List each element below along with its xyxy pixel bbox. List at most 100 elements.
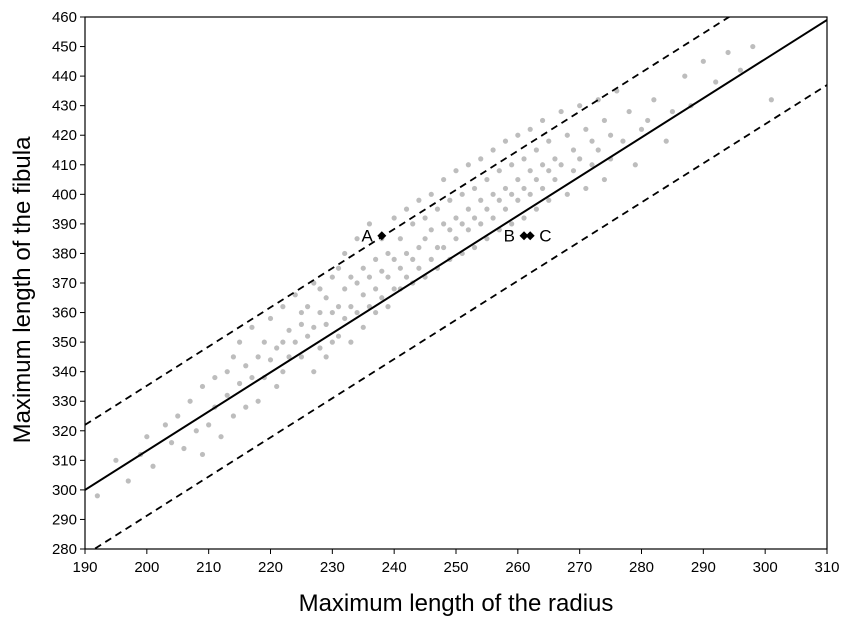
highlight-label-b: B <box>504 227 515 246</box>
data-point <box>434 206 441 212</box>
data-point <box>750 43 756 50</box>
data-point <box>354 236 360 242</box>
data-point <box>645 117 651 124</box>
data-point <box>558 162 564 168</box>
data-point <box>521 156 527 162</box>
data-point <box>286 354 292 360</box>
data-point <box>329 274 335 280</box>
data-point <box>601 117 608 124</box>
data-point <box>632 162 638 168</box>
data-point <box>663 138 669 144</box>
data-point <box>465 206 471 212</box>
scatter-points <box>94 43 774 499</box>
highlight-point-a <box>377 231 387 241</box>
data-point <box>471 215 478 221</box>
data-point <box>218 434 224 440</box>
data-point <box>230 413 236 419</box>
data-point <box>323 295 329 301</box>
data-point <box>546 168 552 174</box>
regression-lines <box>85 17 827 549</box>
data-point <box>373 309 379 316</box>
data-point <box>533 206 539 212</box>
data-point <box>267 357 274 363</box>
data-point <box>342 315 348 322</box>
data-point <box>725 49 731 56</box>
data-point <box>212 374 218 381</box>
data-point <box>175 413 181 419</box>
data-point <box>471 244 478 251</box>
data-point <box>620 138 626 144</box>
x-tick-label: 190 <box>72 559 97 576</box>
y-axis-ticks: 280 290 300 310 320 330 340 350 360 370 380 390 400 4… <box>52 9 85 558</box>
data-point <box>360 292 366 298</box>
data-point <box>230 354 236 360</box>
data-point <box>577 156 583 162</box>
data-point <box>416 244 422 251</box>
data-point <box>490 191 496 197</box>
data-point <box>416 265 422 271</box>
data-point <box>354 280 360 286</box>
data-point <box>441 221 447 227</box>
data-point <box>373 256 379 262</box>
data-point <box>521 215 527 221</box>
data-point <box>428 256 434 262</box>
data-point <box>484 236 490 242</box>
highlight-point-c <box>525 231 535 241</box>
x-tick-label: 260 <box>505 559 530 576</box>
data-point <box>478 197 484 203</box>
data-point <box>224 369 230 375</box>
data-point <box>422 236 428 242</box>
data-point <box>490 215 496 221</box>
regression-line <box>85 19 827 491</box>
data-point <box>496 197 502 203</box>
data-point <box>168 440 175 446</box>
x-tick-label: 310 <box>814 559 839 576</box>
data-point <box>669 108 676 115</box>
data-point <box>564 132 570 138</box>
data-point <box>465 162 471 168</box>
data-point <box>453 215 459 221</box>
data-point <box>360 324 366 330</box>
data-point <box>558 108 564 115</box>
data-point <box>509 221 515 227</box>
data-point <box>403 274 410 280</box>
prediction-band-line <box>92 84 827 549</box>
highlight-label-a: A <box>361 227 373 246</box>
data-point <box>651 97 657 103</box>
x-tick-label: 210 <box>196 559 221 576</box>
y-tick-label: 300 <box>52 482 77 499</box>
data-point <box>700 58 706 64</box>
y-tick-label: 370 <box>52 275 77 292</box>
y-tick-label: 290 <box>52 511 77 528</box>
data-point <box>323 354 329 360</box>
data-point <box>478 156 484 162</box>
data-point <box>329 309 335 316</box>
data-point <box>162 422 168 428</box>
data-point <box>626 108 632 115</box>
data-point <box>515 176 521 183</box>
data-point <box>342 286 348 292</box>
data-point <box>249 374 255 381</box>
x-tick-label: 270 <box>567 559 592 576</box>
data-point <box>768 97 774 103</box>
x-tick-label: 220 <box>258 559 283 576</box>
y-axis-title: Maximum length of the fibula <box>9 136 36 443</box>
y-tick-label: 420 <box>52 127 77 144</box>
y-tick-label: 390 <box>52 216 77 233</box>
data-point <box>113 457 119 463</box>
data-point <box>298 309 305 316</box>
data-point <box>286 327 292 333</box>
data-point <box>515 132 521 138</box>
data-point <box>187 398 193 404</box>
data-point <box>552 176 558 183</box>
data-point <box>280 304 286 310</box>
data-point <box>428 227 434 233</box>
data-point <box>236 380 243 387</box>
y-tick-label: 450 <box>52 39 77 56</box>
data-point <box>502 185 509 192</box>
x-tick-label: 280 <box>629 559 654 576</box>
data-point <box>305 304 311 310</box>
data-point <box>533 147 539 153</box>
y-tick-label: 360 <box>52 305 77 322</box>
data-point <box>546 138 552 144</box>
